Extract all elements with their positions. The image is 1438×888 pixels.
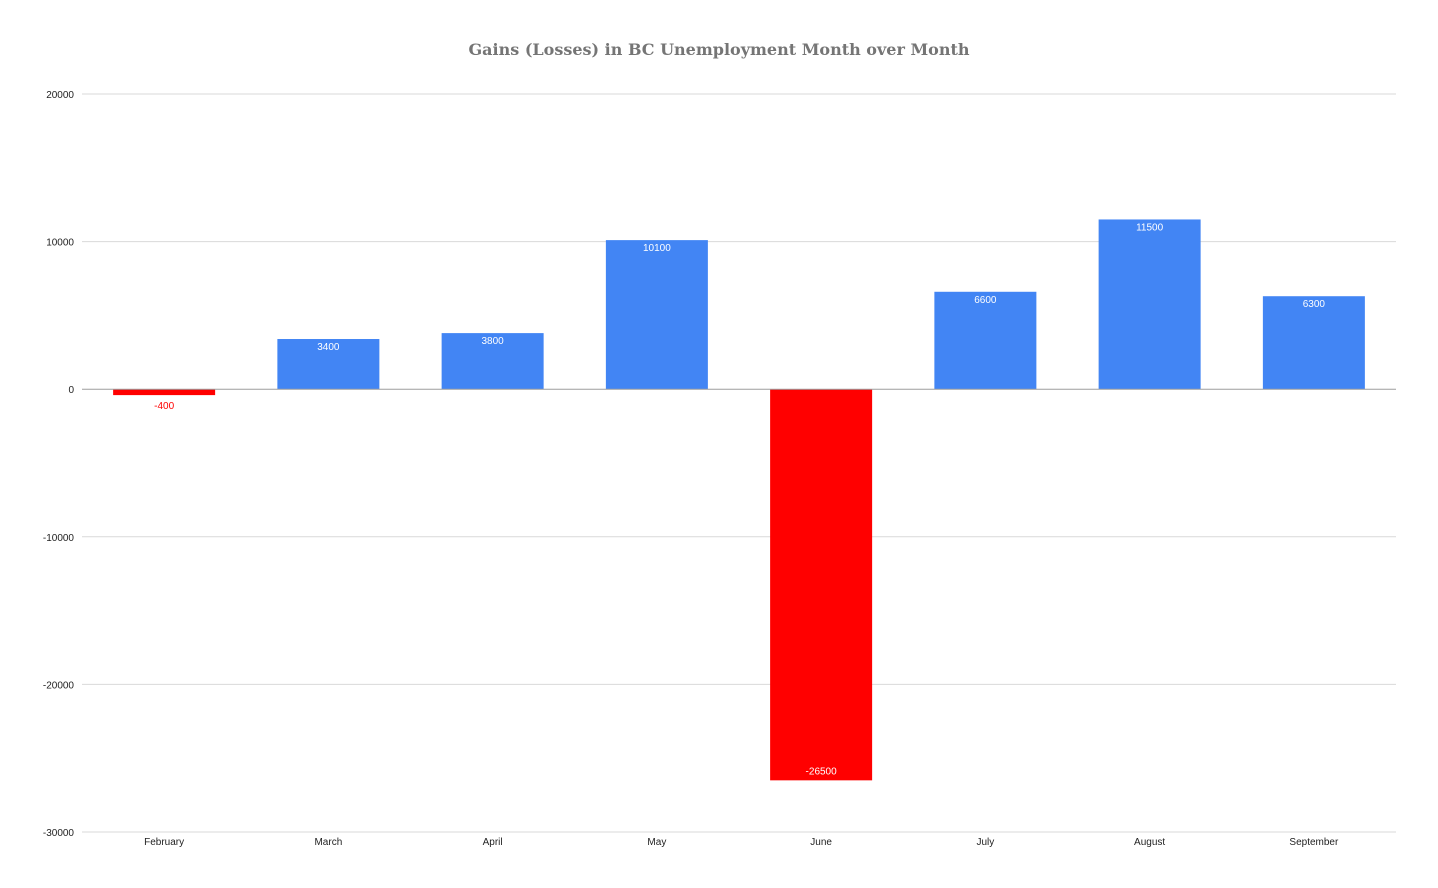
- axes: 20000 10000 0 -10000 -20000 -30000 February Mar…: [43, 90, 1396, 848]
- chart-title: Gains (Losses) in BC Unemployment Month …: [468, 40, 970, 59]
- x-tick-label: April: [483, 837, 503, 848]
- y-tick-label: -30000: [43, 828, 75, 839]
- data-label: -400: [154, 401, 174, 412]
- x-tick-label: May: [647, 837, 666, 848]
- data-label: 6600: [974, 295, 997, 306]
- bars: [113, 219, 1365, 781]
- data-label: 3800: [482, 336, 505, 347]
- gridlines: [82, 93, 1396, 833]
- y-tick-label: -10000: [43, 533, 75, 544]
- x-tick-label: March: [314, 837, 342, 848]
- bar-february: [113, 389, 216, 396]
- bar-august: [1098, 219, 1201, 390]
- data-label: 3400: [317, 342, 340, 353]
- bar-april: [441, 333, 544, 390]
- data-labels: -400 3400 3800 10100 -26500 6600 11500 6300: [154, 222, 1325, 777]
- x-tick-label: June: [810, 837, 832, 848]
- y-tick-label: 10000: [46, 238, 74, 249]
- data-label: 6300: [1303, 299, 1326, 310]
- x-tick-label: September: [1289, 837, 1339, 848]
- data-label: 11500: [1136, 222, 1164, 233]
- data-label: -26500: [806, 766, 838, 777]
- y-tick-label: -20000: [43, 680, 75, 691]
- y-tick-label: 20000: [46, 90, 74, 101]
- bar-june: [770, 389, 873, 781]
- bar-march: [277, 339, 380, 390]
- x-tick-label: August: [1134, 837, 1165, 848]
- data-label: 10100: [643, 243, 671, 254]
- bar-september: [1262, 296, 1365, 390]
- y-tick-label: 0: [68, 385, 74, 396]
- x-tick-label: February: [144, 837, 184, 848]
- x-tick-label: July: [976, 837, 994, 848]
- bar-may: [605, 240, 708, 390]
- bar-july: [934, 291, 1037, 390]
